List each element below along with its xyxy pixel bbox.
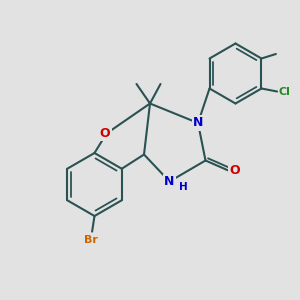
Text: H: H — [178, 182, 187, 192]
Text: Br: Br — [84, 235, 98, 245]
Text: O: O — [100, 127, 110, 140]
Text: O: O — [230, 164, 240, 178]
Text: N: N — [193, 116, 203, 130]
Text: Cl: Cl — [279, 86, 290, 97]
Text: N: N — [164, 175, 175, 188]
